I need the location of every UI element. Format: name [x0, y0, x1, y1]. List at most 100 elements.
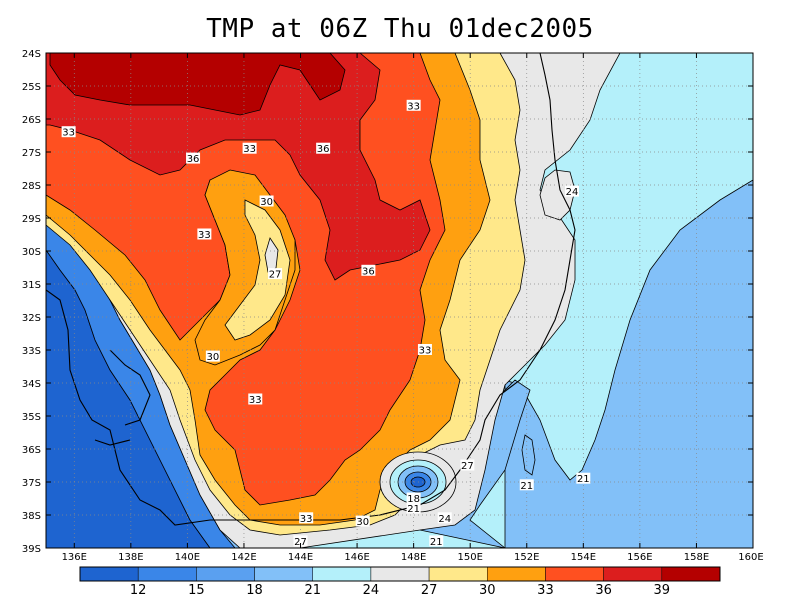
x-tick-label: 146E	[344, 552, 369, 563]
contour-label: 33	[248, 393, 263, 406]
contour-label-bg	[268, 268, 283, 280]
y-tick-label: 36S	[22, 445, 41, 456]
x-tick-label: 144E	[288, 552, 313, 563]
contour-label: 33	[197, 228, 212, 241]
colorbar-swatch	[428, 566, 488, 582]
contour-label-text: 27	[294, 537, 307, 548]
contour-label-bg	[299, 512, 314, 524]
colorbar-swatch	[545, 566, 604, 582]
y-tick-label: 24S	[22, 49, 41, 60]
contour-label-text: 21	[520, 481, 533, 492]
contour-label: 21	[576, 472, 591, 485]
y-tick-label: 25S	[22, 82, 41, 93]
contour-label-text: 30	[356, 517, 369, 528]
contour-label-bg	[406, 99, 421, 111]
contour-label-text: 27	[269, 270, 282, 281]
contour-label-text: 33	[419, 346, 432, 357]
contour-label-text: 36	[187, 154, 200, 165]
y-axis-ticks: 24S 25S 26S 27S 28S 29S 30S 31S 32S 33S 34S 35S 36S 3…	[22, 49, 753, 555]
contour-label-text: 24	[438, 514, 451, 525]
fill-band-27-30-pocket	[224, 199, 291, 341]
contour-label-text: 27	[461, 461, 474, 472]
contour-label: 18	[406, 492, 421, 505]
colorbar-swatch	[137, 566, 197, 582]
x-tick-label: 156E	[627, 552, 652, 563]
contour-label-bg	[355, 515, 370, 527]
contour-label: 24	[437, 512, 452, 525]
contour-label: 33	[61, 126, 76, 139]
contour-label-bg	[61, 126, 76, 138]
fill-pocket-24-28S	[539, 169, 576, 221]
colorbar-frame	[79, 566, 721, 582]
x-tick-label: 150E	[457, 552, 482, 563]
y-tick-label: 31S	[22, 280, 41, 291]
contour-label-text: 21	[430, 537, 443, 548]
contour-label-bg	[259, 195, 274, 207]
contour-label-text: 36	[362, 266, 375, 277]
y-tick-label: 35S	[22, 412, 41, 423]
colorbar-swatch	[196, 566, 255, 582]
contour-label-bg	[186, 152, 201, 164]
x-tick-label: 160E	[738, 552, 763, 563]
coastline-gulf	[109, 349, 151, 426]
contour-label-bg	[406, 502, 421, 514]
colorbar-swatch	[603, 566, 663, 582]
contour-label-text: 33	[249, 395, 262, 406]
colorbar-label: 33	[537, 583, 554, 598]
contour-label-bg	[565, 185, 580, 197]
colorbar-swatch	[661, 566, 721, 582]
colorbar-label: 15	[188, 583, 205, 598]
contour-label-bg	[316, 142, 331, 154]
x-tick-label: 154E	[571, 552, 596, 563]
y-tick-label: 37S	[22, 478, 41, 489]
contour-label-bg	[460, 459, 475, 471]
contour-label: 33	[299, 512, 314, 525]
contour-label-text: 36	[317, 144, 330, 155]
contour-label: 36	[361, 264, 376, 277]
contour-label: 33	[406, 99, 421, 112]
x-tick-label: 136E	[62, 552, 87, 563]
contour-label-text: 33	[62, 128, 75, 139]
colorbar-swatch	[370, 566, 430, 582]
contour-label: 21	[429, 535, 444, 548]
colorbar-swatch	[487, 566, 546, 582]
contour-label-bg	[293, 535, 308, 547]
x-tick-label: 158E	[684, 552, 709, 563]
contour-label-bg	[519, 479, 534, 491]
colorbar-label: 21	[304, 583, 321, 598]
contour-fill-layer	[46, 53, 753, 548]
contour-label-bg	[242, 142, 257, 154]
x-axis-ticks: 136E 138E 140E 142E 144E 146E 148E 150E 152E 154E…	[62, 53, 764, 563]
contour-label-bg	[197, 228, 212, 240]
contour-label-bg	[205, 350, 220, 362]
plot-frame	[45, 52, 754, 549]
grid-lines	[46, 53, 753, 548]
contour-label: 24	[565, 185, 580, 198]
y-tick-label: 32S	[22, 313, 41, 324]
fill-band-36-39	[46, 53, 431, 281]
contour-label: 21	[406, 502, 421, 515]
contour-label: 36	[186, 152, 201, 165]
y-tick-label: 27S	[22, 148, 41, 159]
y-tick-label: 33S	[22, 346, 41, 357]
colorbar-label: 36	[595, 583, 612, 598]
colorbar: 12 15 18 21 24 27 30 33 36 39	[79, 566, 721, 598]
y-tick-label: 30S	[22, 247, 41, 258]
contour-label-bg	[406, 492, 421, 504]
contour-label: 33	[417, 344, 432, 357]
contour-label: 21	[519, 479, 534, 492]
colorbar-label: 39	[654, 583, 671, 598]
y-tick-label: 39S	[22, 544, 41, 555]
contour-label: 27	[460, 459, 475, 472]
colorbar-swatch	[254, 566, 313, 582]
fill-band-39-plus	[49, 53, 346, 116]
y-tick-label: 29S	[22, 214, 41, 225]
contour-label: 30	[205, 350, 220, 363]
colorbar-label: 12	[130, 583, 147, 598]
y-tick-label: 28S	[22, 181, 41, 192]
y-tick-label: 34S	[22, 379, 41, 390]
contour-label-text: 21	[577, 474, 590, 485]
x-tick-label: 142E	[231, 552, 256, 563]
colorbar-label: 30	[479, 583, 496, 598]
